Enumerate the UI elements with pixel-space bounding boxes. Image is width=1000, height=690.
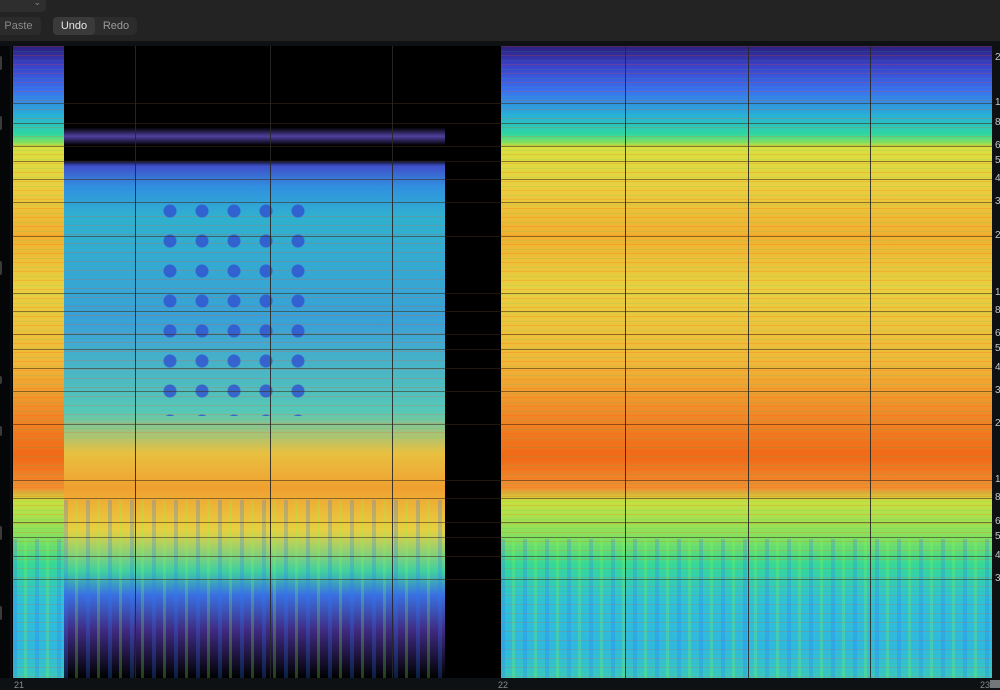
y-axis-label: 4: [995, 550, 1000, 561]
grid-line-horizontal: [12, 161, 992, 162]
grid-line-horizontal: [12, 236, 992, 237]
x-axis-label: 21: [14, 680, 25, 690]
grid-line-horizontal: [12, 579, 992, 580]
grid-line-horizontal: [12, 293, 992, 294]
y-axis-label: 1(: [995, 474, 1000, 485]
y-axis-label: 2: [995, 52, 1000, 63]
spectrogram-segment: [13, 46, 64, 678]
grid-line-vertical: [870, 46, 871, 678]
redo-button[interactable]: Redo: [102, 20, 130, 32]
grid-line-horizontal: [12, 146, 992, 147]
left-panel: [0, 46, 10, 678]
y-axis-label: 6: [995, 516, 1000, 527]
y-axis-label: 8: [995, 492, 1000, 503]
undo-button[interactable]: Undo: [53, 17, 95, 35]
spectrogram-segment: [64, 86, 445, 678]
resize-handle-icon[interactable]: [990, 680, 1000, 688]
y-axis-label: 4: [995, 362, 1000, 373]
grid-line-horizontal: [12, 537, 992, 538]
y-axis-label: 6: [995, 328, 1000, 339]
y-axis-label: 5: [995, 343, 1000, 354]
grid-line-vertical: [625, 46, 626, 678]
spectrogram-segment: [501, 46, 992, 678]
x-axis-label: 22: [498, 680, 509, 690]
spectrogram-view[interactable]: [12, 46, 992, 678]
y-axis-label: 5: [995, 155, 1000, 166]
grid-line-vertical: [135, 46, 136, 678]
y-axis-label: 8: [995, 305, 1000, 316]
grid-line-horizontal: [12, 391, 992, 392]
y-axis-label: 8: [995, 117, 1000, 128]
y-axis-label: 4: [995, 173, 1000, 184]
y-axis-label: 6: [995, 140, 1000, 151]
chevron-down-icon: ⌄: [33, 0, 41, 7]
y-axis-label: 3: [995, 196, 1000, 207]
y-axis-label: 2: [995, 418, 1000, 429]
y-axis-label: 3: [995, 573, 1000, 584]
grid-line-horizontal: [12, 334, 992, 335]
paste-button[interactable]: Paste: [0, 17, 41, 35]
grid-line-horizontal: [12, 202, 992, 203]
x-axis-label: 23: [980, 680, 991, 690]
dropdown[interactable]: ⌄: [0, 0, 46, 12]
toolbar: ⌄ Paste Undo Redo: [0, 0, 1000, 42]
grid-line-horizontal: [12, 179, 992, 180]
grid-line-horizontal: [12, 311, 992, 312]
y-axis-label: 2: [995, 230, 1000, 241]
grid-line-horizontal: [12, 522, 992, 523]
y-axis-label: 10: [995, 97, 1000, 108]
grid-line-vertical: [748, 46, 749, 678]
grid-line-horizontal: [12, 424, 992, 425]
y-axis-label: 3: [995, 385, 1000, 396]
grid-line-vertical: [392, 46, 393, 678]
grid-line-horizontal: [12, 498, 992, 499]
y-axis-label: 1(: [995, 287, 1000, 298]
grid-line-horizontal: [12, 349, 992, 350]
grid-line-vertical: [270, 46, 271, 678]
grid-line-horizontal: [12, 556, 992, 557]
grid-line-horizontal: [12, 103, 992, 104]
grid-line-horizontal: [12, 368, 992, 369]
grid-line-horizontal: [12, 123, 992, 124]
grid-line-horizontal: [12, 480, 992, 481]
y-axis-label: 5: [995, 531, 1000, 542]
